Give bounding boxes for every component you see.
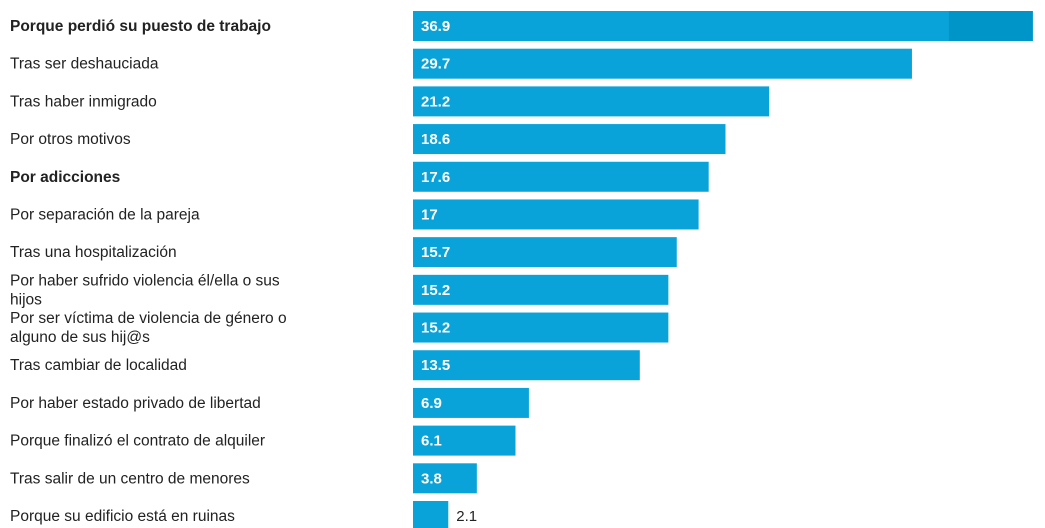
bar (413, 463, 477, 494)
category-label: Tras salir de un centro de menores (10, 470, 250, 487)
value-label: 29.7 (421, 56, 450, 73)
value-label: 36.9 (421, 18, 450, 35)
bar (413, 387, 529, 418)
bar (413, 199, 699, 230)
category-label: Por haber sufrido violencia él/ella o su… (10, 272, 280, 308)
bar (413, 48, 912, 79)
value-label: 15.7 (421, 244, 450, 261)
category-label: Por adicciones (10, 169, 120, 186)
value-label: 15.2 (421, 282, 450, 299)
bar (413, 312, 669, 343)
value-label: 6.1 (421, 433, 442, 450)
value-label: 21.2 (421, 93, 450, 110)
value-label: 2.1 (456, 508, 477, 525)
category-label: Por otros motivos (10, 131, 131, 148)
category-label: Tras una hospitalización (10, 244, 177, 261)
bar (413, 501, 449, 528)
value-label: 13.5 (421, 357, 450, 374)
category-label: Por haber estado privado de libertad (10, 395, 261, 412)
category-label: Tras haber inmigrado (10, 93, 157, 110)
value-label: 17 (421, 206, 438, 223)
value-label: 3.8 (421, 470, 442, 487)
category-label: Porque perdió su puesto de trabajo (10, 18, 271, 35)
bar (413, 425, 516, 456)
category-label: Tras ser deshauciada (10, 56, 159, 73)
category-label: Porque finalizó el contrato de alquiler (10, 433, 265, 450)
bar-highlight-segment (413, 11, 949, 41)
value-label: 17.6 (421, 169, 450, 186)
bar (413, 161, 709, 192)
bar (413, 124, 726, 155)
value-label: 15.2 (421, 320, 450, 337)
value-label: 18.6 (421, 131, 450, 148)
category-label: Por separación de la pareja (10, 206, 200, 223)
bar (413, 237, 677, 268)
bar (413, 274, 669, 305)
category-label: Porque su edificio está en ruinas (10, 508, 235, 525)
value-label: 6.9 (421, 395, 442, 412)
category-label: Tras cambiar de localidad (10, 357, 187, 374)
category-label: Por ser víctima de violencia de género o… (10, 310, 287, 346)
bar (413, 86, 770, 117)
bar (413, 350, 640, 381)
